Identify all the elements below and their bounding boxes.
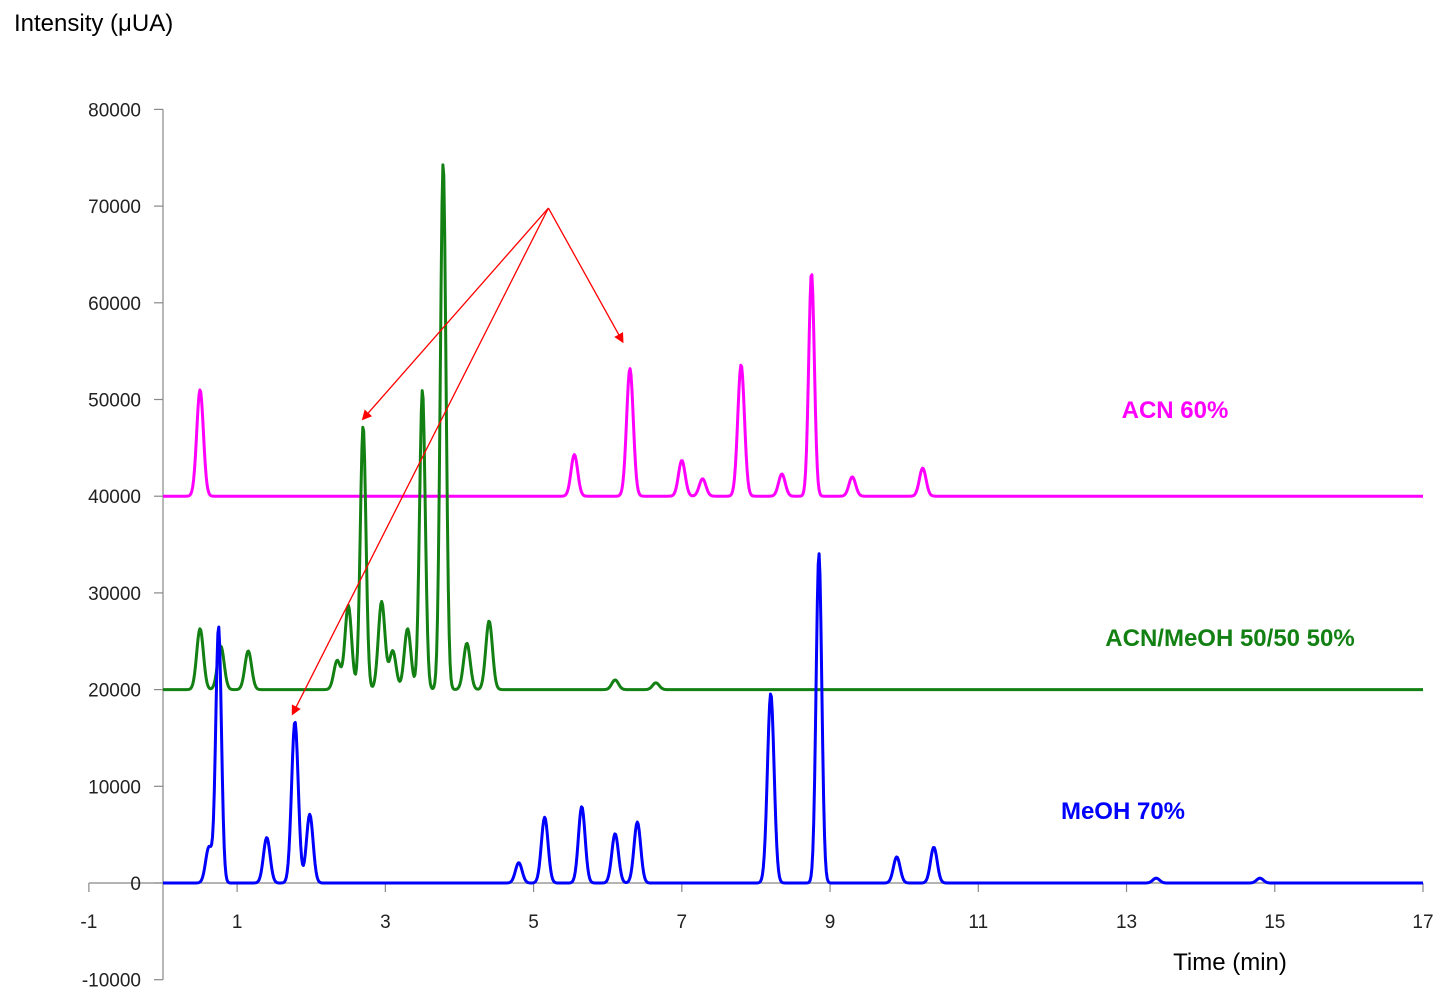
x-tick-label: 15 — [1264, 912, 1285, 933]
x-tick-label: 11 — [968, 912, 988, 933]
annotation-arrow-3 — [291, 207, 549, 716]
y-tick-label: 30000 — [88, 584, 141, 605]
x-tick-label: 9 — [825, 912, 836, 933]
x-tick-label: 1 — [232, 912, 243, 933]
x-tick-label: 5 — [528, 912, 539, 933]
y-axis-label: Intensity (μUA) — [14, 10, 174, 37]
labels-layer: ACN 60% ACN/MeOH 50/50 50% MeOH 70% — [1061, 397, 1355, 825]
x-axis-label: Time (min) — [1173, 949, 1287, 976]
y-tick-label: 50000 — [88, 391, 141, 412]
y-tick-label: 60000 — [88, 294, 141, 315]
annotation-arrow-1 — [361, 207, 549, 421]
x-tick-label: 17 — [1412, 912, 1433, 933]
series-line-1 — [162, 273, 1424, 498]
series-layer — [162, 163, 1424, 885]
annotation-layer — [291, 207, 624, 716]
series-line-2 — [162, 163, 1424, 692]
series-label-3: MeOH 70% — [1061, 798, 1185, 825]
x-tick-label: 3 — [380, 912, 391, 933]
y-tick-label: 40000 — [88, 487, 141, 508]
y-tick-label: 20000 — [88, 681, 141, 702]
y-tick-label: 80000 — [88, 100, 141, 121]
series-label-1: ACN 60% — [1122, 397, 1229, 424]
y-tick-label: 70000 — [88, 197, 141, 218]
x-tick-label: 7 — [677, 912, 688, 933]
x-tick-label: 13 — [1116, 912, 1137, 933]
x-tick-label: -1 — [80, 912, 97, 933]
axes: -10000 0 10000 20000 30000 40000 50000 60000 700… — [80, 100, 1433, 991]
y-tick-label: 10000 — [88, 777, 141, 798]
y-tick-label: -10000 — [82, 971, 141, 992]
annotation-arrow-2 — [547, 207, 624, 344]
series-line-3 — [162, 552, 1424, 885]
y-tick-label: 0 — [130, 874, 141, 895]
series-label-2: ACN/MeOH 50/50 50% — [1105, 625, 1354, 652]
